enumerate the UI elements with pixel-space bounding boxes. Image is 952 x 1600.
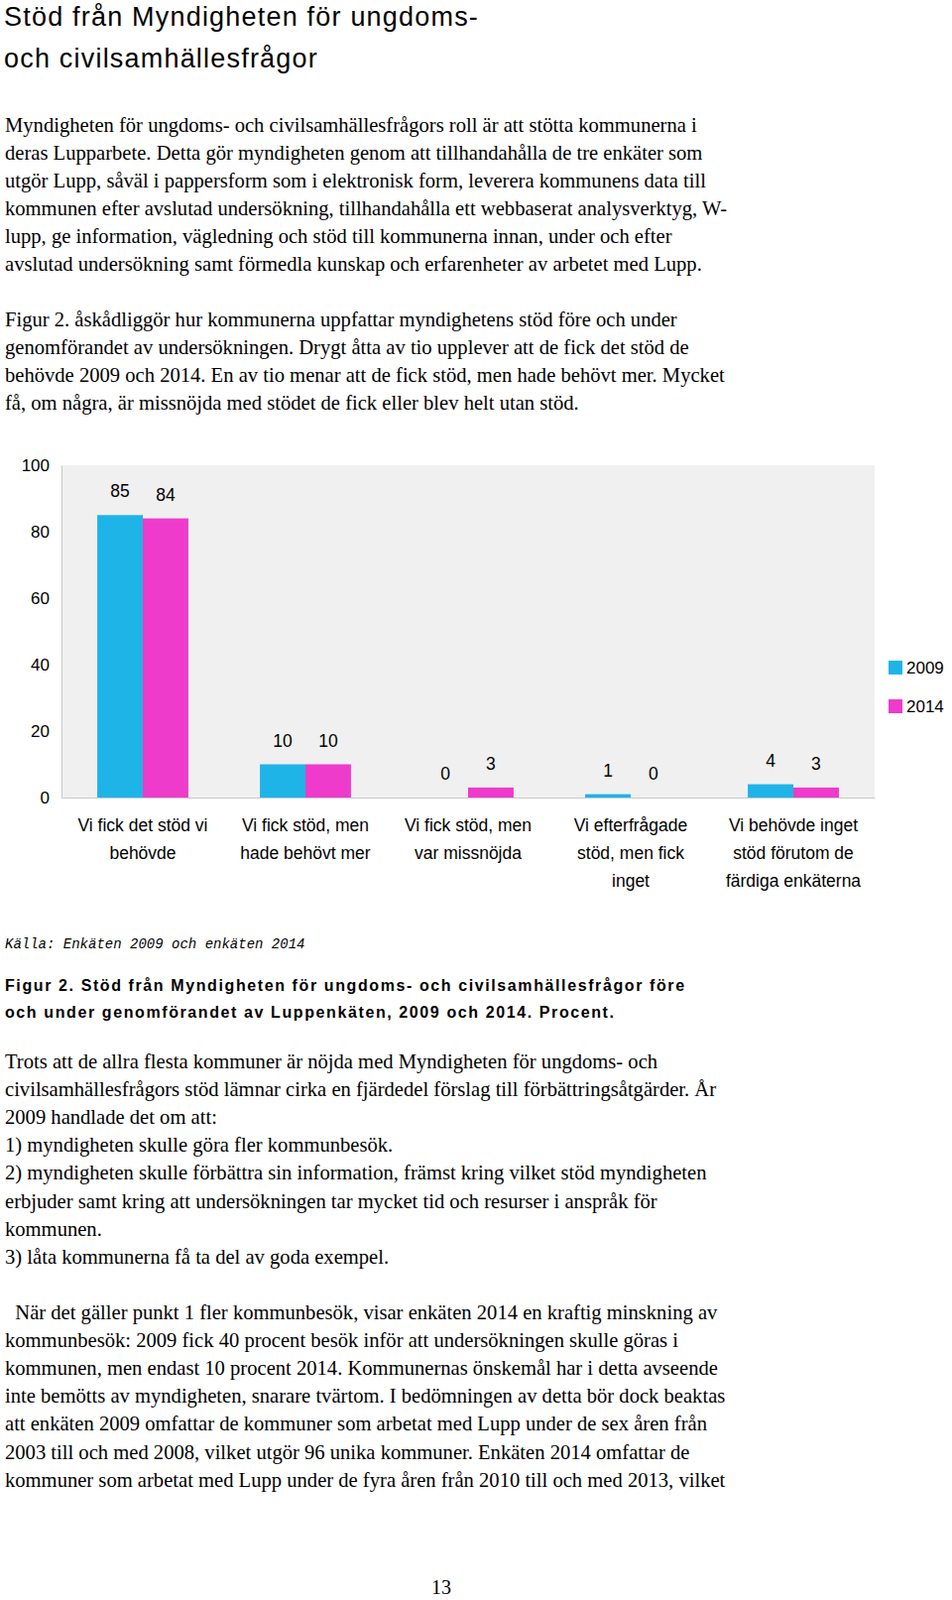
chart: 020406080100Vi fick det stöd vibehövdeVi… (21, 456, 945, 891)
text-line: Trots att de allra flesta kommuner är nö… (4, 1050, 659, 1073)
x-axis: Vi fick det stöd vibehövde Vi fick stöd, … (62, 797, 876, 891)
text-line: civilsamhällesfrågors stöd lämnar cirka … (4, 1077, 716, 1101)
text-line: deras Lupparbete. Detta gör myndigheten … (4, 141, 703, 165)
paragraph: Figur 2. åskådliggör hur kommunerna uppf… (4, 308, 725, 415)
bar (142, 518, 189, 798)
data-label: 3 (811, 753, 822, 774)
text-line: kommuner som arbetat med Lupp under de f… (4, 1468, 726, 1492)
text-line: Myndigheten för ungdoms- och civilsamhäl… (4, 114, 698, 137)
text-line: Figur 2. åskådliggör hur kommunerna uppf… (4, 308, 678, 332)
text-line: kommunen efter avslutad undersökning, ti… (4, 197, 727, 221)
data-label: 85 (110, 480, 129, 501)
text-line: genomförandet av undersökningen. Drygt å… (4, 336, 690, 359)
x-axis-line (62, 797, 876, 799)
bar (747, 784, 794, 798)
text-line: 1) myndigheten skulle göra fler kommunbe… (4, 1133, 393, 1157)
bars (97, 514, 839, 798)
data-label: 84 (155, 484, 176, 505)
y-tick-label: 100 (21, 456, 50, 476)
data-label: 4 (765, 750, 776, 771)
text-line: behövde 2009 och 2014. En av tio menar a… (4, 363, 725, 387)
bar (630, 797, 677, 799)
page: Stöd från Myndigheten för ungdoms-och ci… (0, 0, 952, 1600)
y-tick-label: 0 (40, 788, 50, 808)
text-line: avslutad undersökning samt förmedla kuns… (4, 252, 703, 276)
legend-label: 2014 (906, 697, 945, 716)
x-tick: Vi fick stöd, menhade behövt mer (239, 797, 371, 863)
caption-line: Figur 2. Stöd från Myndigheten för ungdo… (4, 976, 687, 994)
series-bars (97, 514, 794, 798)
text-line: 3) låta kommunerna få ta del av goda exe… (4, 1245, 389, 1269)
x-tick: Vi fick stöd, menvar missnöjda (404, 797, 532, 863)
y-tick: 60 (30, 589, 62, 608)
bar (305, 764, 352, 799)
text-line: utgör Lupp, såväl i pappersform som i el… (4, 169, 707, 193)
y-axis-line (61, 466, 63, 799)
text-line: lupp, ge information, vägledning och stö… (4, 225, 673, 248)
bar (422, 797, 469, 799)
bar (793, 787, 839, 798)
plot-background (61, 465, 875, 798)
y-tick: 40 (30, 655, 62, 675)
data-label: 0 (440, 763, 451, 784)
bar (97, 514, 143, 798)
y-tick: 20 (30, 721, 62, 741)
text-line: 2003 till och med 2008, vilket utgör 96 … (4, 1440, 690, 1464)
y-tick-label: 60 (30, 589, 50, 608)
heading-line: och civilsamhällesfrågor (3, 43, 319, 74)
paragraph: Myndigheten för ungdoms- och civilsamhäl… (4, 114, 727, 277)
x-tick-label: Vi behövde ingetstöd förutom defärdiga e… (725, 815, 861, 891)
data-label: 10 (272, 730, 293, 751)
y-tick-label: 20 (30, 721, 50, 741)
x-tick: Vi behövde ingetstöd förutom defärdiga e… (725, 797, 861, 891)
x-tick-label: Vi efterfrågadestöd, men fickinget (574, 815, 688, 891)
y-tick: 100 (21, 456, 62, 476)
text-line: kommunen. (4, 1217, 103, 1240)
heading-line: Stöd från Myndigheten för ungdoms- (3, 1, 479, 32)
y-tick-label: 40 (30, 655, 50, 675)
caption: Figur 2. Stöd från Myndigheten för ungdo… (4, 976, 687, 1021)
heading: Stöd från Myndigheten för ungdoms-och ci… (3, 1, 479, 74)
bar (468, 787, 514, 798)
x-tick-label: Vi fick stöd, menhade behövt mer (239, 815, 371, 863)
x-tick: Vi fick det stöd vibehövde (78, 797, 209, 863)
paragraph: När det gäller punkt 1 fler kommunbesök,… (4, 1301, 726, 1492)
legend: 2009 2014 (888, 658, 945, 716)
data-label: 3 (485, 753, 496, 774)
series-bars (142, 518, 839, 798)
x-tick-label: Vi fick det stöd vibehövde (78, 815, 209, 863)
text-line: kommunbesök: 2009 fick 40 procent besök … (4, 1328, 679, 1352)
text-line: inte bemötts av myndigheten, snarare tvä… (4, 1384, 725, 1408)
x-tick: Vi efterfrågadestöd, men fickinget (574, 797, 688, 891)
y-tick: 80 (30, 522, 62, 542)
text-line: erbjuder samt kring att undersökningen t… (4, 1190, 658, 1213)
data-label: 10 (318, 730, 339, 751)
bar (259, 764, 306, 799)
text-line: 2) myndigheten skulle förbättra sin info… (4, 1161, 708, 1185)
y-tick: 0 (40, 788, 62, 808)
x-tick-label: Vi fick stöd, menvar missnöjda (404, 815, 532, 863)
data-labels: 85 10 0 1 4 84 10 3 0 3 (110, 480, 822, 784)
text-line: kommunen, men endast 10 procent 2014. Ko… (4, 1356, 718, 1380)
legend-swatch (888, 660, 903, 675)
text-line: att enkäten 2009 omfattar de kommuner so… (4, 1412, 708, 1435)
source: Källa: Enkäten 2009 och enkäten 2014 (4, 936, 305, 952)
caption-line: och under genomförandet av Luppenkäten, … (4, 1003, 616, 1021)
legend-label: 2009 (906, 658, 945, 678)
text-line: 2009 handlade det om att: (4, 1105, 218, 1128)
data-label: 0 (648, 763, 659, 784)
paragraph: Trots att de allra flesta kommuner är nö… (4, 1050, 716, 1269)
text-line: få, om några, är missnöjda med stödet de… (4, 391, 580, 415)
page-number: 13 (431, 1575, 452, 1598)
text-line: När det gäller punkt 1 fler kommunbesök,… (4, 1301, 718, 1324)
data-label: 1 (602, 760, 613, 781)
bar (585, 794, 631, 798)
legend-swatch (888, 699, 903, 714)
y-tick-label: 80 (30, 522, 50, 542)
y-axis: 0 20 40 60 80 100 (21, 456, 63, 808)
